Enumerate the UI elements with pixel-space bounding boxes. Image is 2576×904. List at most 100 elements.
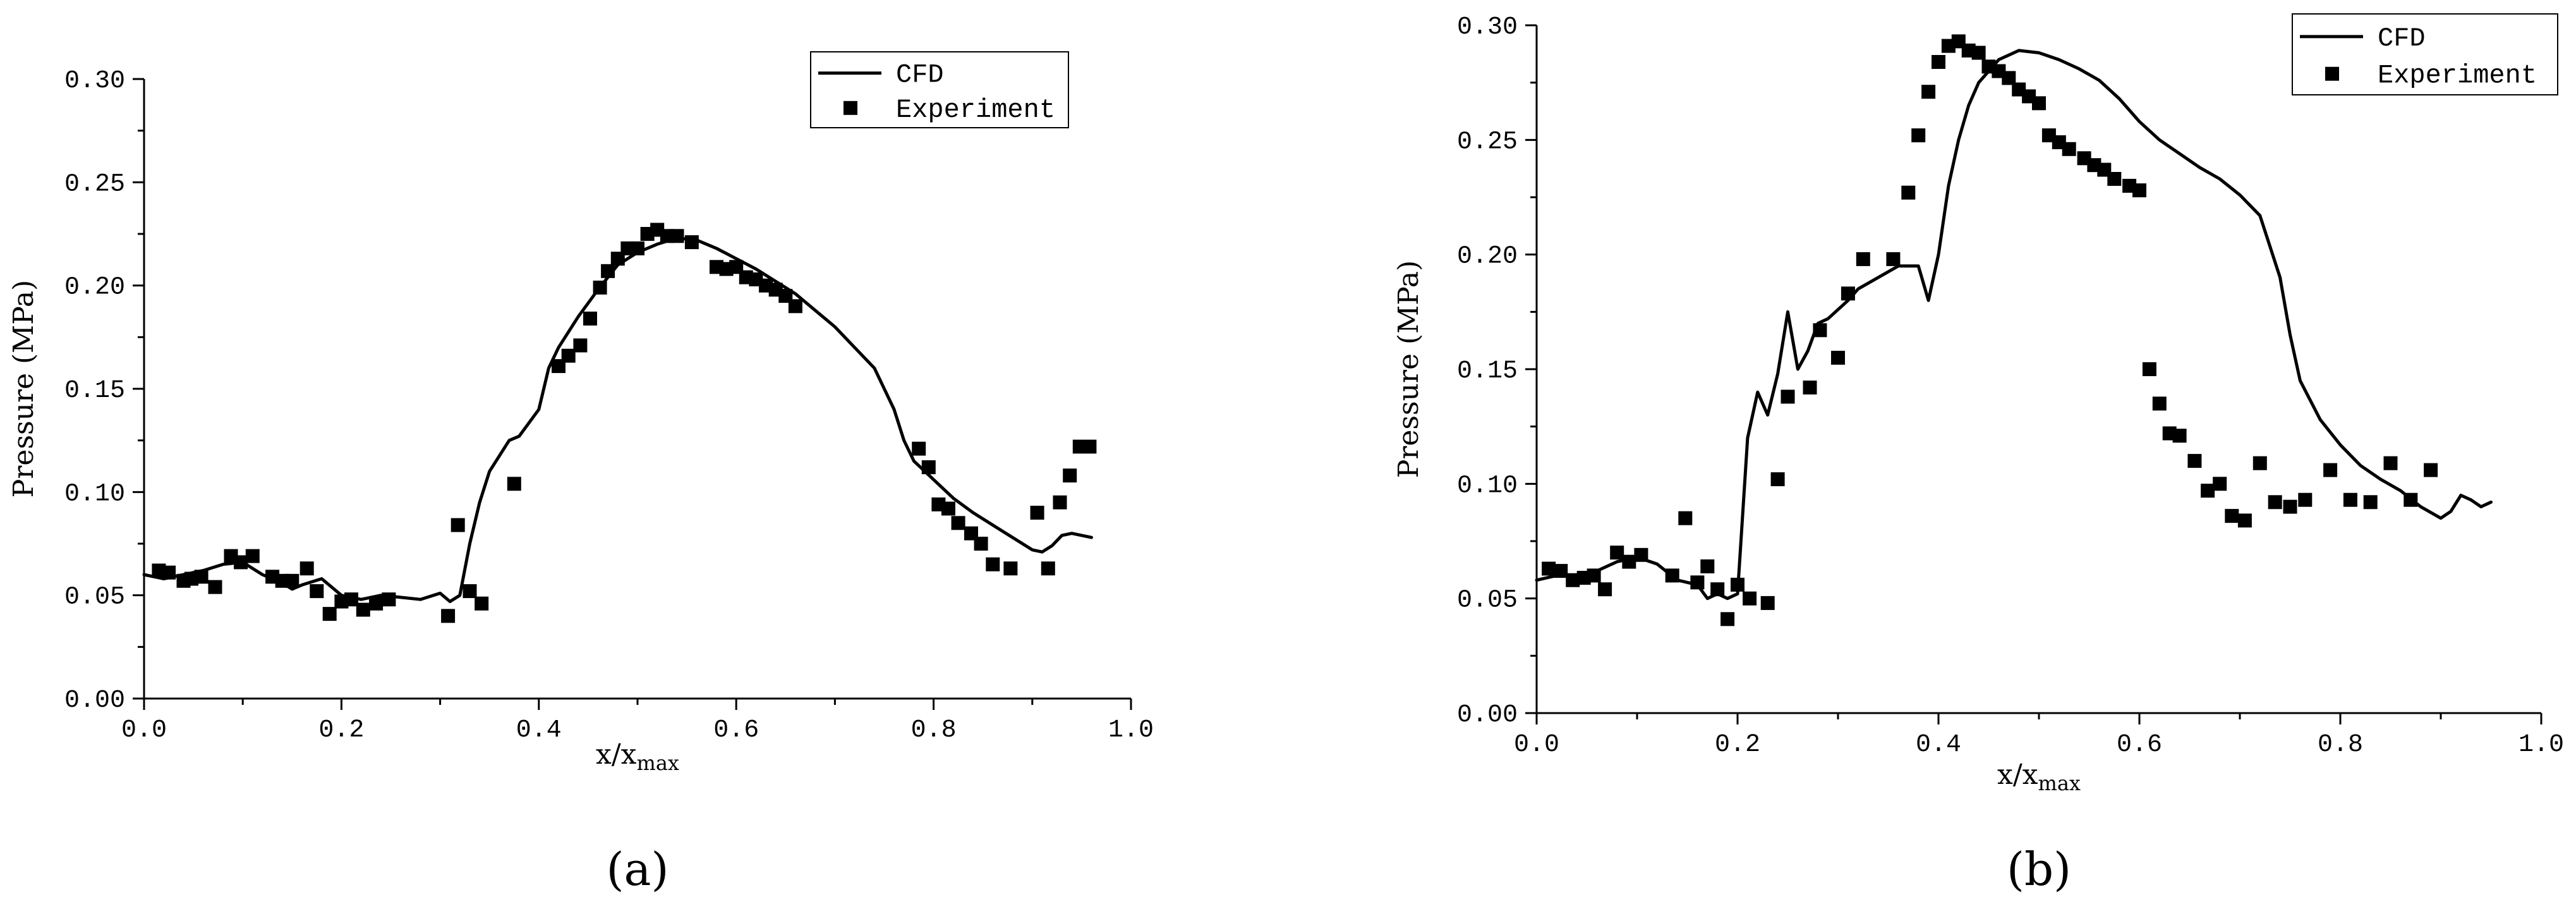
x-axis-title-sub-b: max (2038, 771, 2080, 795)
experiment-point-b-54 (2201, 484, 2215, 498)
y-axis-title-a: Pressure (MPa) (8, 280, 40, 498)
experiment-point-b-52 (2172, 429, 2187, 443)
experiment-point-b-53 (2187, 454, 2202, 468)
legend-box-a (810, 51, 1069, 128)
experiment-point-a-51 (941, 501, 955, 516)
experiment-point-a-21 (450, 518, 465, 532)
y-axis-ticks-a: 0.00 0.05 0.10 0.15 0.20 0.25 0.30 (64, 67, 144, 715)
experiment-point-b-5 (1598, 582, 1612, 597)
experiment-point-a-17 (356, 602, 370, 617)
experiment-point-a-4 (194, 570, 209, 584)
x-axis-title-sub-a: max (636, 751, 679, 775)
x-tick-label-a-2: 0.4 (516, 716, 562, 745)
experiment-point-a-13 (310, 584, 324, 599)
experiment-point-a-23 (475, 596, 489, 611)
experiment-point-b-27 (1911, 128, 1926, 143)
experiment-point-a-12 (299, 561, 314, 576)
experiment-point-b-63 (2343, 492, 2357, 507)
x-tick-label-a-0: 0.0 (121, 716, 167, 745)
legend-box-b (2292, 13, 2558, 95)
experiment-point-b-57 (2237, 513, 2252, 528)
experiment-point-b-39 (2032, 96, 2046, 111)
x-tick-label-b-2: 0.4 (1916, 731, 1961, 759)
panel-label-b: (b) (2007, 843, 2071, 896)
experiment-point-b-10 (1678, 511, 1693, 525)
experiment-point-b-28 (1921, 85, 1936, 99)
y-tick-label-a-1: 0.05 (64, 583, 125, 612)
experiment-point-a-38 (684, 235, 699, 250)
panel-label-a: (a) (606, 843, 668, 896)
experiment-point-a-20 (441, 609, 456, 623)
x-axis-title-a: x/xmax (596, 738, 679, 775)
experiment-point-a-54 (974, 537, 988, 551)
experiment-point-a-59 (1053, 495, 1067, 510)
chart-panel-b: 0.0 0.2 0.4 0.6 0.8 1.0 0.000.050.100.150.200… (1393, 13, 2564, 896)
experiment-point-b-4 (1587, 568, 1601, 583)
experiment-point-b-25 (1886, 252, 1901, 266)
x-axis-ticks-a: 0.0 0.2 0.4 0.6 0.8 1.0 (121, 699, 1154, 745)
experiment-point-a-52 (951, 516, 965, 530)
experiment-point-a-5 (208, 580, 222, 594)
experiment-point-b-67 (2424, 463, 2438, 477)
panel-label-text-b: (b) (2007, 843, 2071, 896)
legend-marker-swatch-a (844, 101, 857, 115)
experiment-point-a-62 (1082, 439, 1097, 454)
experiment-points-b (1542, 34, 2438, 626)
experiment-point-b-15 (1731, 577, 1745, 592)
x-tick-label-b-1: 0.2 (1715, 731, 1760, 759)
experiment-point-b-20 (1803, 381, 1817, 394)
legend-label-cfd-a: CFD (896, 60, 944, 90)
experiment-point-a-58 (1041, 561, 1055, 576)
experiment-point-a-33 (631, 241, 644, 255)
y-tick-label-a-3: 0.15 (64, 377, 125, 405)
experiment-point-b-13 (1710, 582, 1725, 597)
y-tick-label-a-6: 0.30 (64, 67, 125, 95)
chart-panel-a: 0.0 0.2 0.4 0.6 0.8 1.0 0.000.050.100.150.200… (8, 51, 1154, 896)
experiment-point-a-49 (921, 460, 936, 475)
experiment-point-b-46 (2107, 172, 2122, 186)
legend-a: CFD Experiment (810, 51, 1069, 128)
y-axis-ticks-b: 0.00 0.05 0.10 0.15 0.20 0.25 0.30 (1457, 13, 1537, 730)
experiment-point-b-8 (1634, 547, 1648, 562)
y-tick-label-a-5: 0.25 (64, 170, 125, 199)
experiment-point-b-50 (2152, 396, 2167, 411)
experiment-point-a-57 (1030, 506, 1044, 520)
experiment-point-b-17 (1760, 596, 1775, 610)
experiment-point-a-1 (162, 565, 176, 580)
experiment-point-b-6 (1610, 546, 1624, 560)
experiment-point-b-42 (2062, 142, 2076, 156)
legend-b: CFD Experiment (2292, 13, 2558, 95)
y-tick-label-a-4: 0.20 (64, 274, 125, 302)
y-tick-label-b-0: 0.00 (1457, 701, 1518, 730)
experiment-point-b-29 (1932, 55, 1945, 69)
experiment-point-b-48 (2132, 183, 2146, 198)
experiment-point-a-19 (382, 592, 396, 607)
x-tick-label-b-4: 0.8 (2318, 731, 2363, 759)
x-tick-label-a-1: 0.2 (318, 716, 364, 745)
experiment-point-b-56 (2225, 509, 2239, 523)
y-tick-label-b-3: 0.15 (1457, 357, 1518, 386)
experiment-point-b-1 (1554, 564, 1568, 578)
legend-label-experiment-b: Experiment (2378, 61, 2537, 91)
plot-area-a: 0.0 0.2 0.4 0.6 0.8 1.0 0.000.050.100.150.200… (64, 67, 1154, 745)
legend-marker-swatch-b (2325, 66, 2339, 81)
experiment-point-b-0 (1542, 561, 1556, 576)
y-tick-label-b-1: 0.05 (1457, 587, 1518, 615)
experiment-point-b-36 (2002, 71, 2016, 85)
experiment-point-b-22 (1831, 350, 1845, 365)
x-tick-label-a-4: 0.8 (911, 716, 957, 745)
experiment-point-b-11 (1690, 575, 1705, 590)
experiment-point-b-64 (2363, 495, 2378, 510)
plot-area-b: 0.0 0.2 0.4 0.6 0.8 1.0 0.000.050.100.150.200… (1457, 13, 2564, 759)
experiment-point-a-26 (561, 348, 576, 363)
x-axis-title-b: x/xmax (1997, 759, 2081, 795)
experiment-point-b-7 (1622, 554, 1636, 569)
experiment-point-b-14 (1720, 612, 1735, 626)
experiment-points-a (152, 223, 1097, 623)
y-tick-label-b-6: 0.30 (1457, 13, 1518, 42)
experiment-point-b-2 (1566, 573, 1580, 587)
x-tick-label-a-5: 1.0 (1108, 716, 1154, 745)
x-tick-label-b-0: 0.0 (1514, 731, 1559, 759)
experiment-point-a-37 (670, 229, 684, 243)
